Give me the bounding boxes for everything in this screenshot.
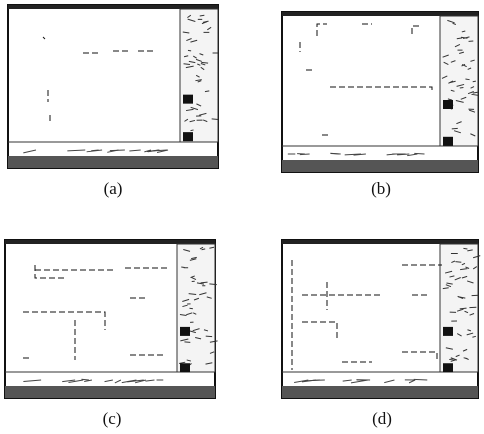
title-bar [282, 12, 478, 16]
toolbar-icon [473, 81, 476, 82]
panel-label: (d) [372, 409, 392, 428]
status-text [414, 379, 428, 380]
title-bar [282, 240, 478, 244]
screenshot [5, 240, 218, 398]
toolbar [440, 16, 478, 146]
status-text [110, 150, 125, 151]
panel-label: (c) [103, 409, 122, 428]
screenshot [282, 12, 478, 172]
toolbar-button [180, 363, 190, 372]
status-bar [5, 386, 215, 398]
figure: (a) (b) (c) (d) [0, 0, 484, 434]
toolbar [177, 244, 215, 372]
panel-label: (b) [371, 179, 391, 198]
toolbar-button [443, 363, 453, 372]
toolbar-button [180, 327, 190, 336]
toolbar-icon [191, 130, 194, 131]
screenshot [282, 240, 480, 398]
status-bar [8, 156, 218, 168]
toolbar-icon [189, 308, 192, 309]
toolbar-button [443, 100, 453, 109]
toolbar-icon [460, 88, 464, 89]
status-bar [282, 386, 478, 398]
status-bar [282, 160, 478, 172]
status-text [331, 153, 341, 154]
toolbar-button [443, 327, 453, 336]
toolbar-icon [212, 119, 219, 120]
toolbar-icon [188, 50, 191, 51]
screenshot [8, 5, 218, 168]
toolbar-icon [455, 262, 461, 263]
status-text [300, 154, 310, 155]
title-bar [8, 5, 218, 9]
toolbar [180, 9, 218, 142]
toolbar-icon [205, 91, 209, 92]
toolbar-icon [465, 79, 469, 80]
toolbar-button [443, 137, 453, 146]
toolbar-button [183, 132, 193, 141]
panel-label: (a) [104, 179, 123, 198]
toolbar [440, 244, 478, 372]
toolbar-button [183, 95, 193, 104]
toolbar-icon [463, 248, 467, 249]
toolbar-icon [200, 15, 205, 16]
title-bar [5, 240, 215, 244]
toolbar-icon [452, 128, 458, 129]
